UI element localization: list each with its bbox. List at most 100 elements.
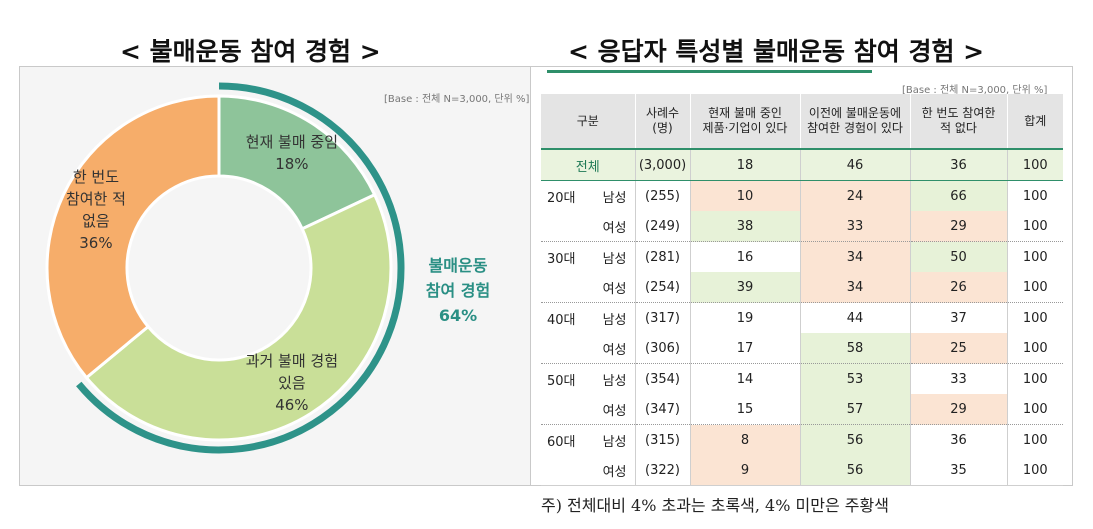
cell-n: (315) bbox=[634, 424, 690, 455]
cell-current: 17 bbox=[689, 333, 800, 364]
table-row: 여성 (254) 39 34 26 100 bbox=[541, 272, 1063, 303]
cell-current: 15 bbox=[689, 394, 800, 425]
gender-label: 남성 bbox=[602, 251, 627, 267]
gender-label: 남성 bbox=[602, 373, 627, 389]
slice-label-never: 한 번도 참여한 적 없음 36% bbox=[66, 168, 126, 252]
gender-label: 여성 bbox=[602, 342, 627, 358]
gender-label: 여성 bbox=[602, 220, 627, 236]
cell-n: (3,000) bbox=[634, 149, 690, 181]
cell-current: 8 bbox=[689, 424, 800, 455]
cell-sum: 100 bbox=[1006, 180, 1063, 211]
cell-n: (254) bbox=[634, 272, 690, 303]
cell-never: 50 bbox=[909, 241, 1007, 272]
title-underline bbox=[547, 70, 872, 73]
table-row: 60대 남성 (315) 8 56 36 100 bbox=[541, 424, 1063, 455]
gender-label: 남성 bbox=[602, 434, 627, 450]
cell-past: 44 bbox=[799, 302, 910, 333]
cell-never: 33 bbox=[909, 363, 1007, 394]
cell-past: 33 bbox=[799, 211, 910, 242]
col-header-0: 구분 bbox=[541, 94, 635, 150]
table-row: 20대 남성 (255) 10 24 66 100 bbox=[541, 180, 1063, 211]
donut-slice-never bbox=[45, 94, 221, 380]
participation-arc bbox=[76, 82, 405, 454]
gender-label: 남성 bbox=[602, 190, 627, 206]
table-row: 40대 남성 (317) 19 44 37 100 bbox=[541, 302, 1063, 334]
cell-past: 24 bbox=[799, 180, 910, 211]
cell-n: (249) bbox=[634, 211, 690, 242]
age-label: 40대 bbox=[547, 312, 576, 328]
cell-never: 36 bbox=[909, 149, 1007, 181]
cell-sum: 100 bbox=[1006, 149, 1063, 181]
cell-current: 19 bbox=[689, 302, 800, 333]
cell-past: 34 bbox=[799, 272, 910, 303]
gender-label: 여성 bbox=[602, 403, 627, 419]
cell-n: (281) bbox=[634, 241, 690, 272]
table-row: 30대 남성 (281) 16 34 50 100 bbox=[541, 241, 1063, 273]
base-note-left: [Base : 전체 N=3,000, 단위 %] bbox=[384, 94, 530, 105]
age-label: 50대 bbox=[547, 373, 576, 389]
cell-sum: 100 bbox=[1006, 211, 1063, 242]
cell-never: 26 bbox=[909, 272, 1007, 303]
cell-current: 10 bbox=[689, 180, 800, 211]
cell-group: 40대 남성 bbox=[541, 303, 635, 334]
cell-current: 18 bbox=[689, 149, 800, 181]
cell-group: 50대 남성 bbox=[541, 364, 635, 395]
cell-past: 34 bbox=[799, 241, 910, 272]
gender-label: 남성 bbox=[602, 312, 627, 328]
slice-label-past: 과거 불매 경험 있음 46% bbox=[246, 352, 338, 414]
cell-never: 37 bbox=[909, 302, 1007, 333]
right-table-title: < 응답자 특성별 불매운동 참여 경험 > bbox=[568, 37, 985, 66]
cell-never: 25 bbox=[909, 333, 1007, 364]
cell-current: 38 bbox=[689, 211, 800, 242]
cell-n: (255) bbox=[634, 180, 690, 211]
cell-sum: 100 bbox=[1006, 241, 1063, 272]
cell-past: 58 bbox=[799, 333, 910, 364]
cell-never: 66 bbox=[909, 180, 1007, 211]
cell-sum: 100 bbox=[1006, 302, 1063, 333]
col-header-3: 이전에 불매운동에 참여한 경험이 있다 bbox=[799, 94, 910, 150]
cell-current: 39 bbox=[689, 272, 800, 303]
cell-current: 16 bbox=[689, 241, 800, 272]
gender-label: 여성 bbox=[602, 281, 627, 297]
age-label: 60대 bbox=[547, 434, 576, 450]
cell-past: 56 bbox=[799, 455, 910, 486]
cell-sum: 100 bbox=[1006, 424, 1063, 455]
cell-group: 여성 bbox=[541, 455, 635, 486]
table-row: 50대 남성 (354) 14 53 33 100 bbox=[541, 363, 1063, 395]
cell-past: 56 bbox=[799, 424, 910, 455]
cell-sum: 100 bbox=[1006, 363, 1063, 394]
cell-never: 29 bbox=[909, 211, 1007, 242]
table-row: 여성 (249) 38 33 29 100 bbox=[541, 211, 1063, 242]
cell-past: 53 bbox=[799, 363, 910, 394]
cell-past: 57 bbox=[799, 394, 910, 425]
cell-sum: 100 bbox=[1006, 272, 1063, 303]
cell-n: (354) bbox=[634, 363, 690, 394]
footnote: 주) 전체대비 4% 초과는 초록색, 4% 미만은 주황색 bbox=[541, 496, 889, 515]
cell-group: 30대 남성 bbox=[541, 242, 635, 273]
cell-sum: 100 bbox=[1006, 333, 1063, 364]
cell-sum: 100 bbox=[1006, 455, 1063, 486]
gender-label: 여성 bbox=[602, 464, 627, 480]
participation-label: 불매운동 참여 경험 64% bbox=[426, 256, 490, 325]
base-note-right: [Base : 전체 N=3,000, 단위 %] bbox=[902, 85, 1048, 96]
cell-group: 여성 bbox=[541, 211, 635, 242]
age-label: 30대 bbox=[547, 251, 576, 267]
left-chart-title: < 불매운동 참여 경험 > bbox=[120, 37, 381, 66]
table-row: 여성 (322) 9 56 35 100 bbox=[541, 455, 1063, 486]
cell-current: 9 bbox=[689, 455, 800, 486]
cell-group: 여성 bbox=[541, 272, 635, 303]
cell-never: 35 bbox=[909, 455, 1007, 486]
age-label: 20대 bbox=[547, 190, 576, 206]
cell-n: (322) bbox=[634, 455, 690, 486]
cell-current: 14 bbox=[689, 363, 800, 394]
table-row: 여성 (347) 15 57 29 100 bbox=[541, 394, 1063, 425]
col-header-1: 사례수 (명) bbox=[634, 94, 690, 150]
col-header-5: 합계 bbox=[1006, 94, 1063, 150]
donut-chart-panel: 현재 불매 중임 18% 과거 불매 경험 있음 46% 한 번도 참여한 적 없음 36% 불매… bbox=[19, 66, 531, 486]
cell-group: 전체 bbox=[541, 149, 635, 181]
col-header-2: 현재 불매 중인 제품·기업이 있다 bbox=[689, 94, 800, 150]
table-header-row: 구분 사례수 (명) 현재 불매 중인 제품·기업이 있다 이전에 불매운동에 참여한 경험… bbox=[541, 94, 1063, 150]
table-row-total: 전체 (3,000) 18 46 36 100 bbox=[541, 149, 1063, 181]
cell-group: 여성 bbox=[541, 333, 635, 364]
slice-label-current: 현재 불매 중임 18% bbox=[246, 133, 338, 173]
